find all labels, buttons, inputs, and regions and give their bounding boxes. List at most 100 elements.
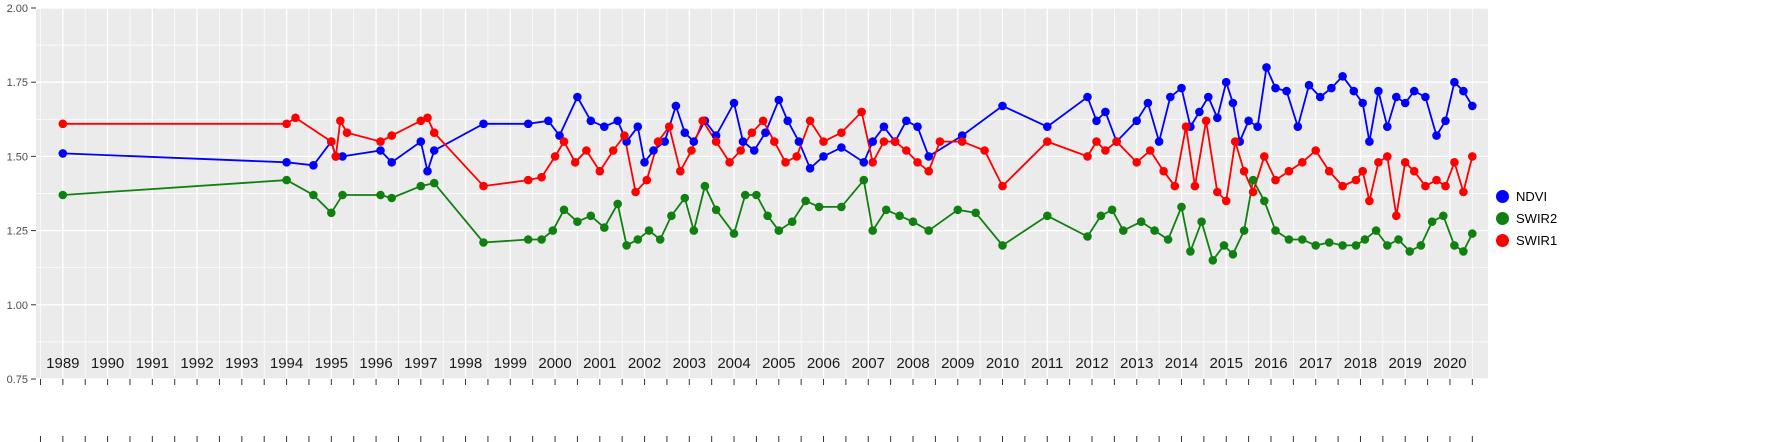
data-point-ndvi bbox=[649, 146, 658, 155]
x-tick-label: 1995 bbox=[315, 355, 348, 372]
data-point-swir1 bbox=[1392, 211, 1401, 221]
data-point-swir2 bbox=[1405, 247, 1414, 256]
data-point-swir1 bbox=[1092, 137, 1101, 146]
data-point-ndvi bbox=[729, 98, 739, 108]
y-tick-label: 2.00 bbox=[7, 3, 28, 15]
data-point-swir2 bbox=[633, 235, 643, 244]
data-point-swir1 bbox=[1181, 122, 1191, 131]
data-point-swir2 bbox=[600, 223, 609, 232]
data-point-swir1 bbox=[1365, 196, 1374, 206]
data-point-swir2 bbox=[1439, 211, 1448, 221]
data-point-swir1 bbox=[879, 137, 889, 146]
data-point-ndvi bbox=[387, 158, 397, 167]
data-point-ndvi bbox=[1101, 107, 1110, 117]
x-tick-label: 2010 bbox=[986, 355, 1019, 372]
data-point-swir2 bbox=[908, 217, 918, 226]
legend-dot-icon bbox=[1496, 234, 1509, 247]
data-point-ndvi bbox=[749, 146, 759, 155]
data-point-ndvi bbox=[1293, 122, 1303, 131]
data-point-swir1 bbox=[1298, 158, 1307, 167]
data-point-ndvi bbox=[633, 122, 643, 131]
data-point-ndvi bbox=[423, 166, 432, 176]
y-tick-label: 1.00 bbox=[7, 300, 28, 312]
data-point-swir1 bbox=[736, 146, 745, 155]
data-point-ndvi bbox=[1166, 92, 1175, 102]
y-tick-label: 1.75 bbox=[7, 77, 28, 89]
data-point-swir1 bbox=[582, 146, 591, 155]
x-tick-label: 1997 bbox=[404, 355, 437, 372]
data-point-swir1 bbox=[1338, 181, 1347, 191]
legend-item-swir1: SWIR1 bbox=[1496, 234, 1557, 247]
data-point-ndvi bbox=[902, 116, 911, 126]
data-point-ndvi bbox=[1092, 116, 1101, 126]
data-point-swir1 bbox=[1239, 166, 1249, 176]
data-point-swir1 bbox=[758, 116, 768, 126]
data-point-swir2 bbox=[1311, 241, 1320, 250]
x-tick-label: 2004 bbox=[717, 355, 750, 372]
data-point-swir2 bbox=[774, 226, 784, 235]
data-point-ndvi bbox=[1383, 122, 1392, 131]
data-point-ndvi bbox=[660, 137, 669, 146]
data-point-swir1 bbox=[570, 158, 580, 167]
data-point-swir1 bbox=[1083, 152, 1092, 161]
x-tick-label: 2018 bbox=[1344, 355, 1377, 372]
data-point-ndvi bbox=[783, 116, 792, 126]
data-point-swir2 bbox=[729, 229, 739, 238]
data-point-swir2 bbox=[58, 190, 68, 200]
data-point-swir1 bbox=[1132, 158, 1141, 167]
data-point-swir2 bbox=[1338, 241, 1347, 250]
data-point-ndvi bbox=[738, 137, 748, 146]
data-point-swir2 bbox=[787, 217, 797, 226]
data-point-swir2 bbox=[429, 178, 439, 188]
data-point-swir1 bbox=[631, 187, 640, 197]
data-point-ndvi bbox=[868, 137, 877, 146]
data-point-swir1 bbox=[1409, 166, 1419, 176]
data-point-swir2 bbox=[1360, 235, 1370, 244]
data-point-swir1 bbox=[902, 146, 911, 155]
data-point-swir1 bbox=[687, 146, 696, 155]
data-point-swir1 bbox=[980, 146, 989, 155]
data-point-swir2 bbox=[752, 190, 761, 200]
data-point-swir2 bbox=[1371, 226, 1381, 235]
data-point-ndvi bbox=[1213, 113, 1222, 123]
data-point-swir2 bbox=[282, 175, 291, 185]
data-point-ndvi bbox=[957, 131, 967, 140]
data-point-ndvi bbox=[819, 152, 828, 161]
data-point-swir2 bbox=[1083, 232, 1092, 241]
data-point-ndvi bbox=[1154, 137, 1164, 146]
data-point-swir2 bbox=[1416, 241, 1426, 250]
data-point-swir1 bbox=[924, 166, 933, 176]
data-point-swir1 bbox=[725, 158, 734, 167]
y-tick-label: 1.50 bbox=[7, 151, 28, 163]
data-point-swir2 bbox=[895, 211, 904, 221]
data-point-swir1 bbox=[537, 172, 546, 182]
data-point-swir1 bbox=[1374, 158, 1383, 167]
data-point-swir1 bbox=[1400, 158, 1410, 167]
data-point-ndvi bbox=[1358, 98, 1367, 108]
data-point-swir2 bbox=[868, 226, 877, 235]
data-point-ndvi bbox=[1253, 122, 1262, 131]
data-point-swir1 bbox=[890, 137, 900, 146]
data-point-ndvi bbox=[376, 146, 385, 155]
x-tick-label: 2016 bbox=[1254, 355, 1287, 372]
data-point-ndvi bbox=[761, 128, 770, 137]
data-point-swir2 bbox=[689, 226, 699, 235]
legend-label: SWIR1 bbox=[1516, 233, 1558, 248]
data-point-swir1 bbox=[805, 116, 815, 126]
data-point-swir2 bbox=[1248, 175, 1258, 185]
legend-label: SWIR2 bbox=[1516, 211, 1558, 226]
data-point-swir1 bbox=[1450, 158, 1459, 167]
data-point-ndvi bbox=[794, 137, 804, 146]
data-point-swir2 bbox=[1450, 241, 1459, 250]
data-point-swir2 bbox=[953, 205, 963, 215]
data-point-swir1 bbox=[781, 158, 790, 167]
data-point-swir1 bbox=[1101, 146, 1110, 155]
data-point-swir2 bbox=[1394, 235, 1403, 244]
data-point-swir1 bbox=[1221, 196, 1231, 206]
data-point-ndvi bbox=[1304, 80, 1314, 90]
data-point-ndvi bbox=[1432, 131, 1441, 140]
data-point-swir2 bbox=[1219, 241, 1229, 250]
data-point-ndvi bbox=[1262, 63, 1271, 72]
data-point-swir2 bbox=[837, 202, 846, 212]
data-point-ndvi bbox=[58, 149, 68, 158]
